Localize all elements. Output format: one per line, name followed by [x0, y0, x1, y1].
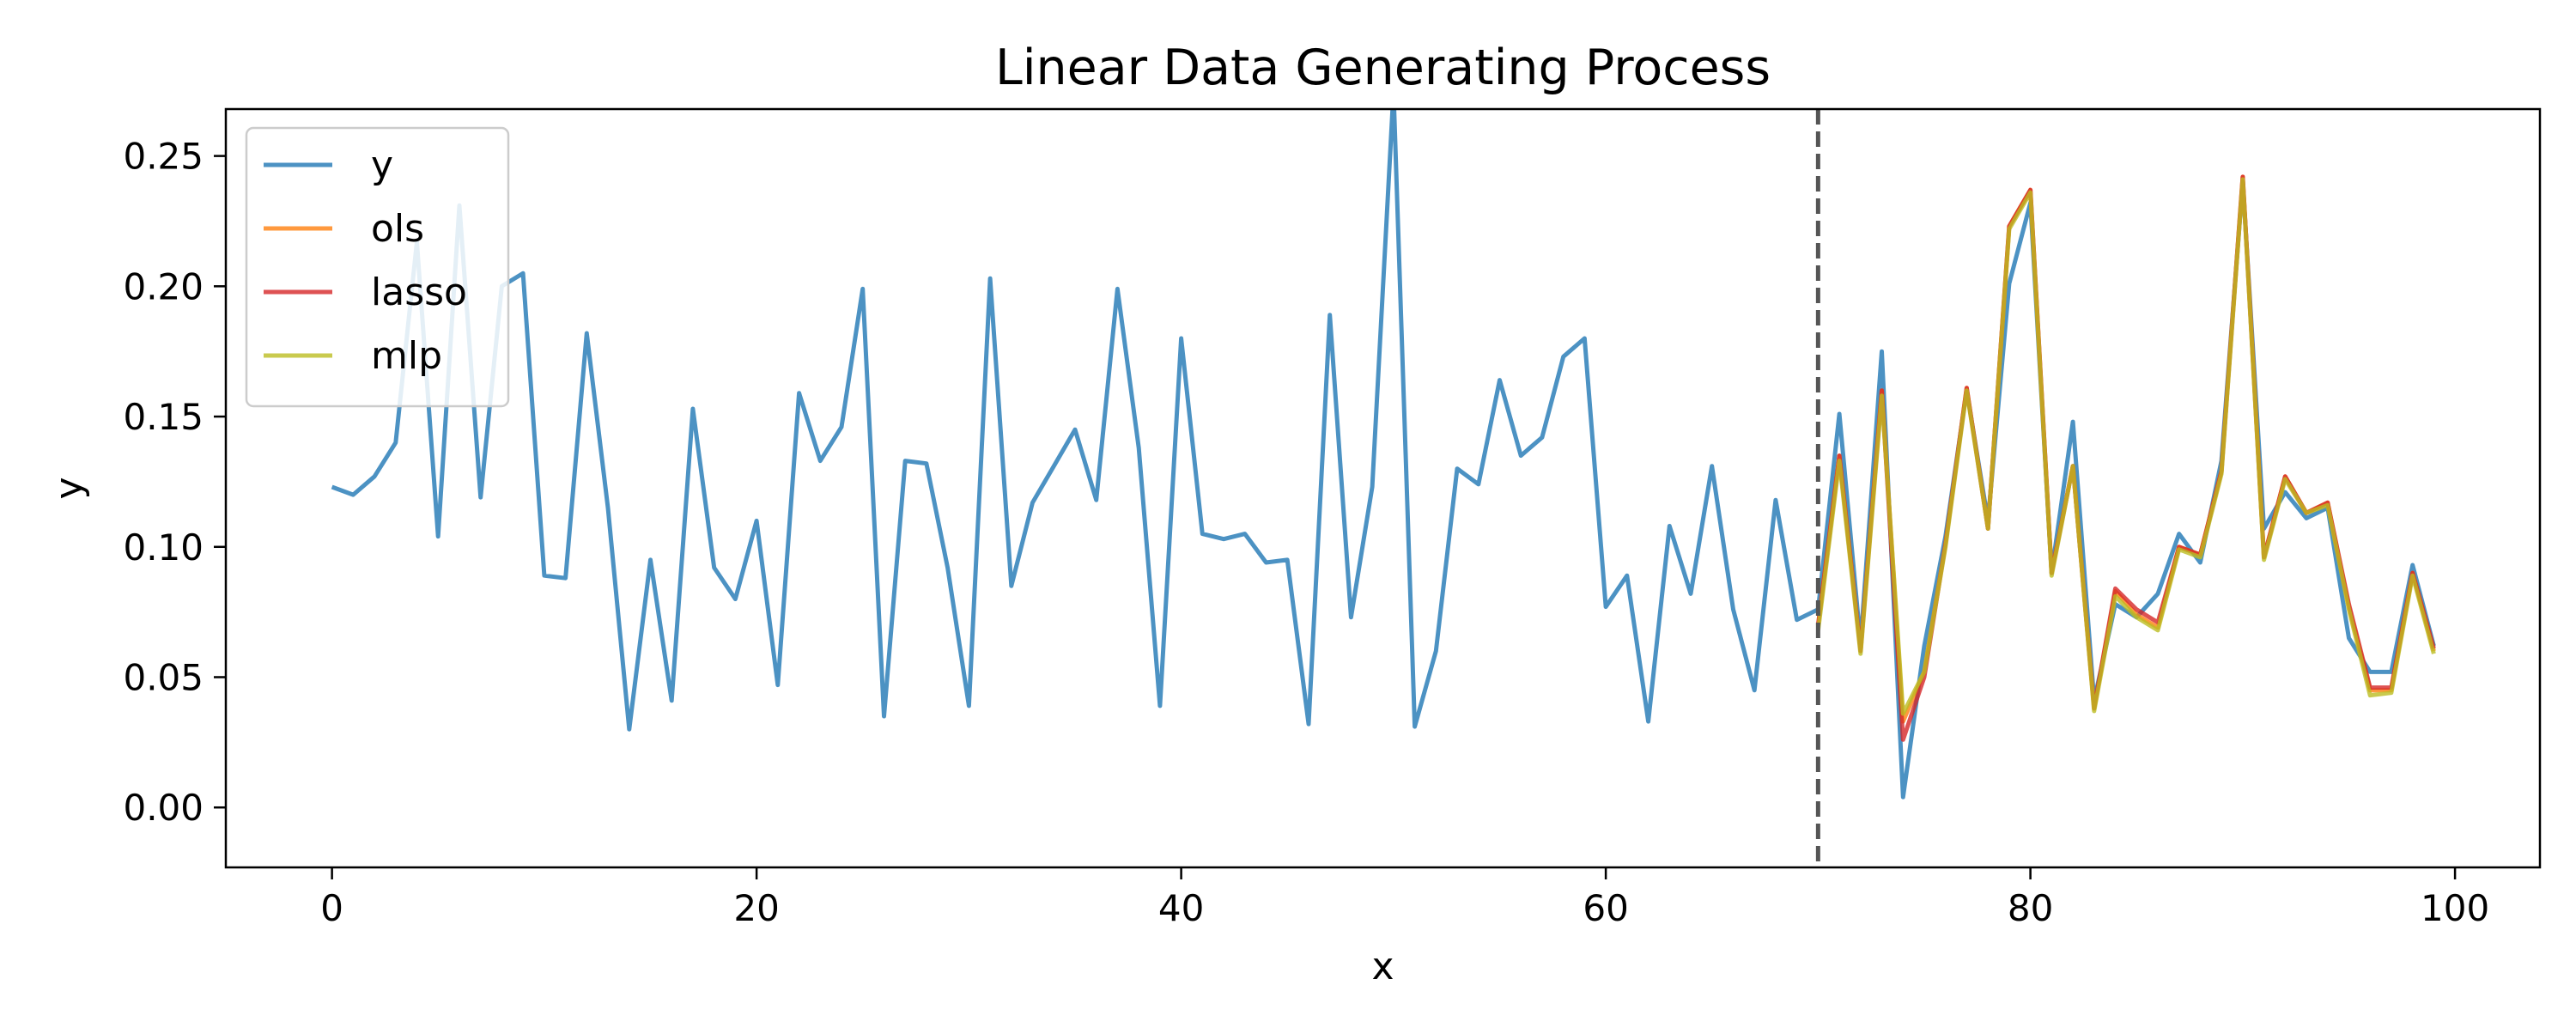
series-line-y: [331, 109, 2436, 800]
y-tick-label: 0.10: [123, 526, 204, 569]
y-tick-label: 0.20: [123, 265, 204, 307]
series-line-ols: [1815, 174, 2436, 724]
plot-frame: [224, 107, 2542, 869]
x-tick-label: 100: [2421, 887, 2489, 929]
plot-area: [331, 109, 2436, 867]
series-line-lasso: [1815, 174, 2436, 742]
legend-label-y: y: [371, 143, 393, 187]
x-axis-label: x: [1371, 945, 1394, 988]
series-line-mlp: [1815, 177, 2436, 716]
legend-label-lasso: lasso: [371, 271, 467, 314]
x-tick-label: 0: [320, 887, 343, 929]
legend-box: [245, 126, 510, 408]
legend: y ols lasso mlp: [245, 126, 510, 408]
axis-ticks: 0 20 40 60 80 100 0.00 0.05 0.10 0.15 0.20 0.25: [123, 136, 2489, 929]
y-tick-label: 0.15: [123, 396, 204, 438]
x-tick-label: 80: [2008, 887, 2053, 929]
x-tick-label: 20: [733, 887, 779, 929]
x-tick-label: 60: [1583, 887, 1628, 929]
y-tick-label: 0.00: [123, 787, 204, 829]
legend-label-ols: ols: [371, 207, 424, 251]
x-tick-label: 40: [1158, 887, 1204, 929]
y-tick-label: 0.25: [123, 136, 204, 178]
chart-title: Linear Data Generating Process: [995, 40, 1771, 96]
y-tick-label: 0.05: [123, 656, 204, 698]
legend-label-mlp: mlp: [371, 334, 442, 378]
y-axis-label: y: [47, 477, 91, 499]
